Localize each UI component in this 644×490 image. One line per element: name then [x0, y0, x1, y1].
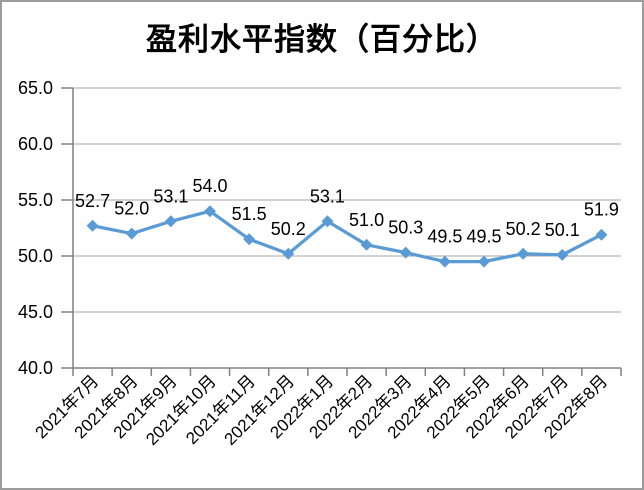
y-tick-label: 65.0 — [18, 78, 53, 98]
chart-title: 盈利水平指数（百分比） — [146, 22, 498, 57]
data-label: 51.0 — [349, 210, 384, 230]
data-label: 53.1 — [310, 186, 345, 206]
data-label: 52.0 — [114, 199, 149, 219]
data-labels: 52.7 52.053.154.051.550.253.151.0 50.3 49.5… — [75, 176, 619, 246]
data-label: 50.2 — [506, 219, 541, 239]
data-label: 50.1 — [545, 220, 580, 240]
data-point-marker — [321, 215, 334, 228]
y-tick-label: 60.0 — [18, 134, 53, 154]
data-point-marker — [517, 247, 530, 260]
data-label: 54.0 — [192, 176, 227, 196]
data-point-marker — [556, 248, 569, 261]
data-point-marker — [478, 255, 490, 268]
data-point-marker — [595, 228, 608, 241]
data-point-marker — [243, 233, 256, 246]
data-point-marker — [360, 238, 373, 251]
data-label: 49.5 — [466, 227, 501, 247]
data-point-marker — [164, 215, 177, 228]
data-label: 52.7 — [75, 191, 110, 211]
x-axis-labels: 2021年7月2021年8月2021年9月2021年10月2021年11月202… — [31, 371, 611, 449]
data-point-marker — [125, 227, 138, 240]
data-point-marker — [86, 219, 99, 232]
data-label: 51.9 — [584, 200, 619, 220]
series-line — [90, 209, 604, 264]
series-markers — [86, 205, 608, 268]
y-tick-label: 40.0 — [18, 358, 53, 378]
axes — [72, 88, 621, 369]
y-tick-label: 50.0 — [18, 246, 53, 266]
y-tick-label: 45.0 — [18, 302, 53, 322]
data-point-marker — [438, 255, 451, 268]
data-point-marker — [204, 205, 216, 218]
axis-tick-marks — [61, 87, 622, 376]
data-point-marker — [399, 246, 412, 259]
y-axis-labels: 65.0 60.0 55.0 50.0 45.0 40.0 — [18, 78, 53, 378]
gridlines — [73, 87, 621, 313]
data-label: 51.5 — [232, 204, 267, 224]
data-label: 50.3 — [388, 218, 423, 238]
data-label: 53.1 — [153, 186, 188, 206]
data-label: 49.5 — [427, 227, 462, 247]
data-point-marker — [282, 247, 295, 260]
data-label: 50.2 — [271, 219, 306, 239]
y-tick-label: 55.0 — [18, 190, 53, 210]
